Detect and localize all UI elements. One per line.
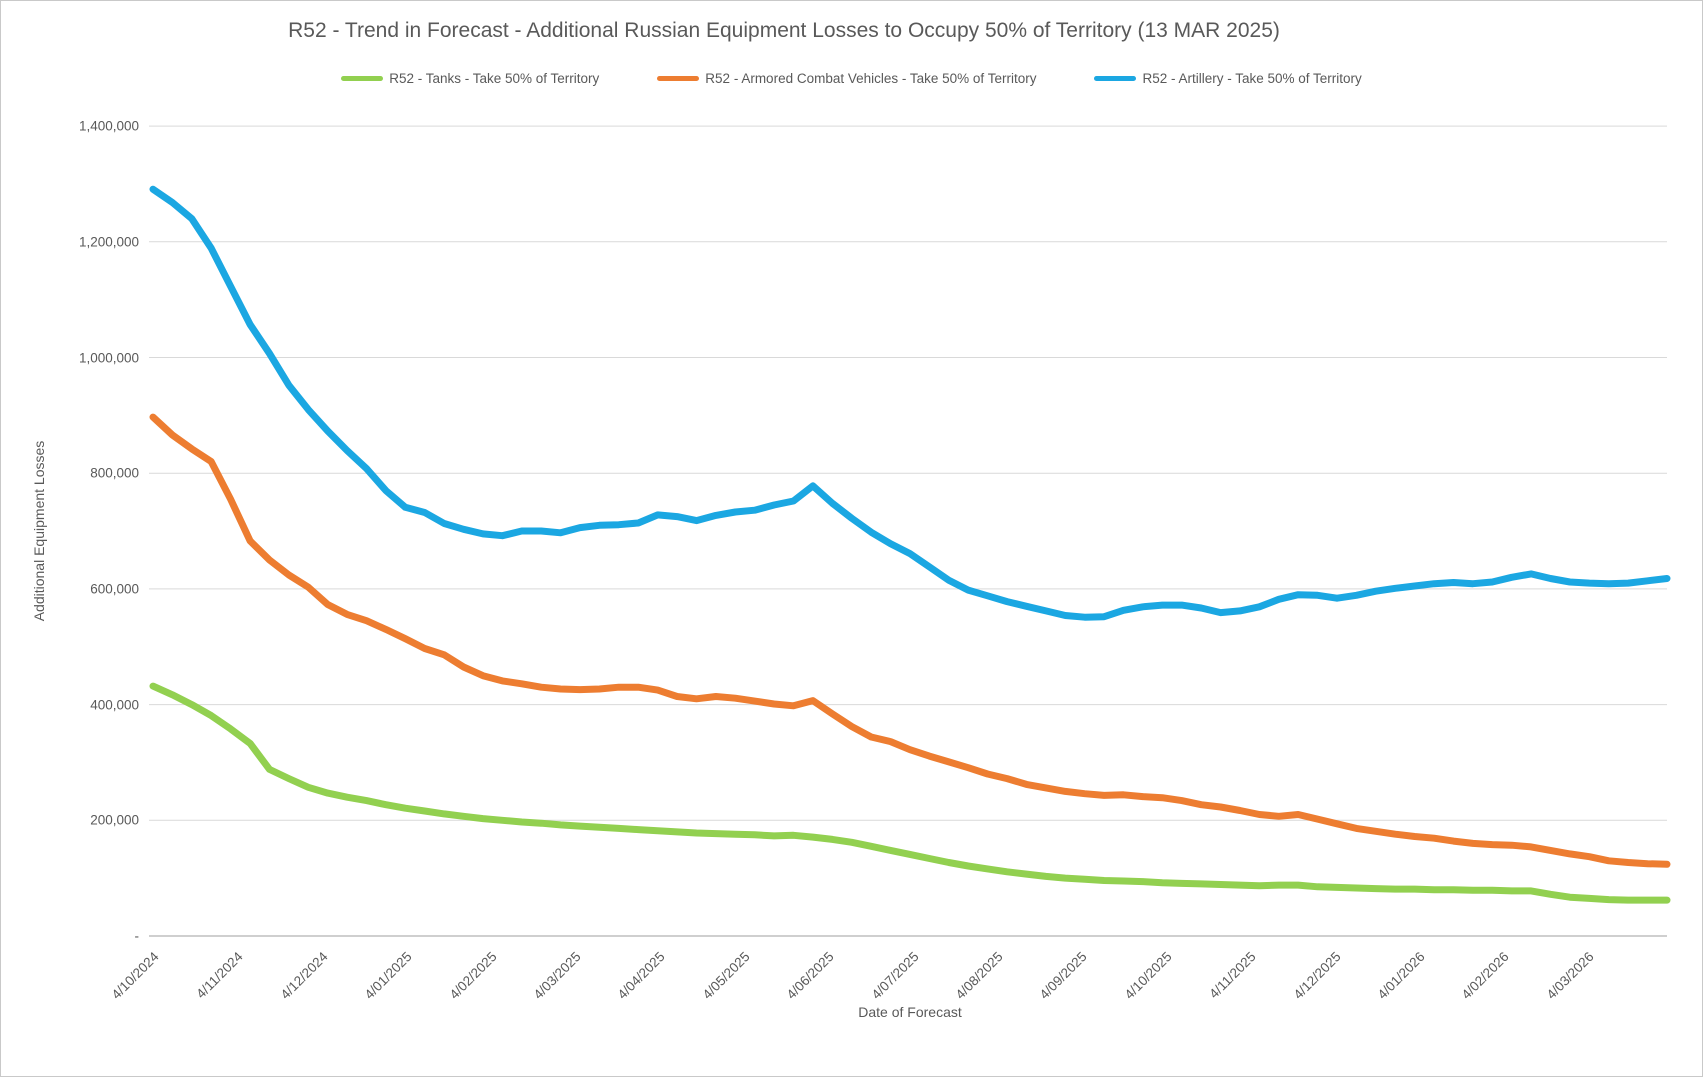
y-tick-label: -: [134, 928, 140, 944]
y-tick-label: 800,000: [90, 465, 139, 481]
artillery-line-swatch-icon: [1094, 76, 1137, 81]
y-tick-label: 1,200,000: [78, 234, 139, 250]
tanks-line-swatch-icon: [341, 76, 384, 81]
y-tick-label: 200,000: [90, 812, 139, 828]
chart-title: R52 - Trend in Forecast - Additional Rus…: [288, 19, 1280, 42]
legend-item-acv[interactable]: R52 - Armored Combat Vehicles - Take 50%…: [657, 71, 1036, 86]
legend-label-artillery: R52 - Artillery - Take 50% of Territory: [1142, 71, 1362, 86]
acv-line-swatch-icon: [657, 76, 700, 81]
legend-label-acv: R52 - Armored Combat Vehicles - Take 50%…: [705, 71, 1037, 86]
y-tick-label: 1,000,000: [78, 350, 139, 365]
x-axis-title: Date of Forecast: [858, 1004, 962, 1020]
y-tick-label: 1,400,000: [78, 118, 139, 134]
series-line-acv[interactable]: [149, 413, 1671, 868]
series-line-tanks[interactable]: [149, 682, 1671, 904]
y-tick-label: 400,000: [90, 697, 139, 713]
legend-item-tanks[interactable]: R52 - Tanks - Take 50% of Territory: [341, 71, 599, 86]
legend: R52 - Tanks - Take 50% of Territory R52 …: [1, 71, 1702, 86]
y-tick-label: 600,000: [90, 581, 139, 597]
series-line-artillery[interactable]: [149, 185, 1671, 621]
y-axis-title: Additional Equipment Losses: [31, 440, 47, 622]
legend-label-tanks: R52 - Tanks - Take 50% of Territory: [389, 71, 600, 86]
legend-item-artillery[interactable]: R52 - Artillery - Take 50% of Territory: [1094, 71, 1362, 86]
